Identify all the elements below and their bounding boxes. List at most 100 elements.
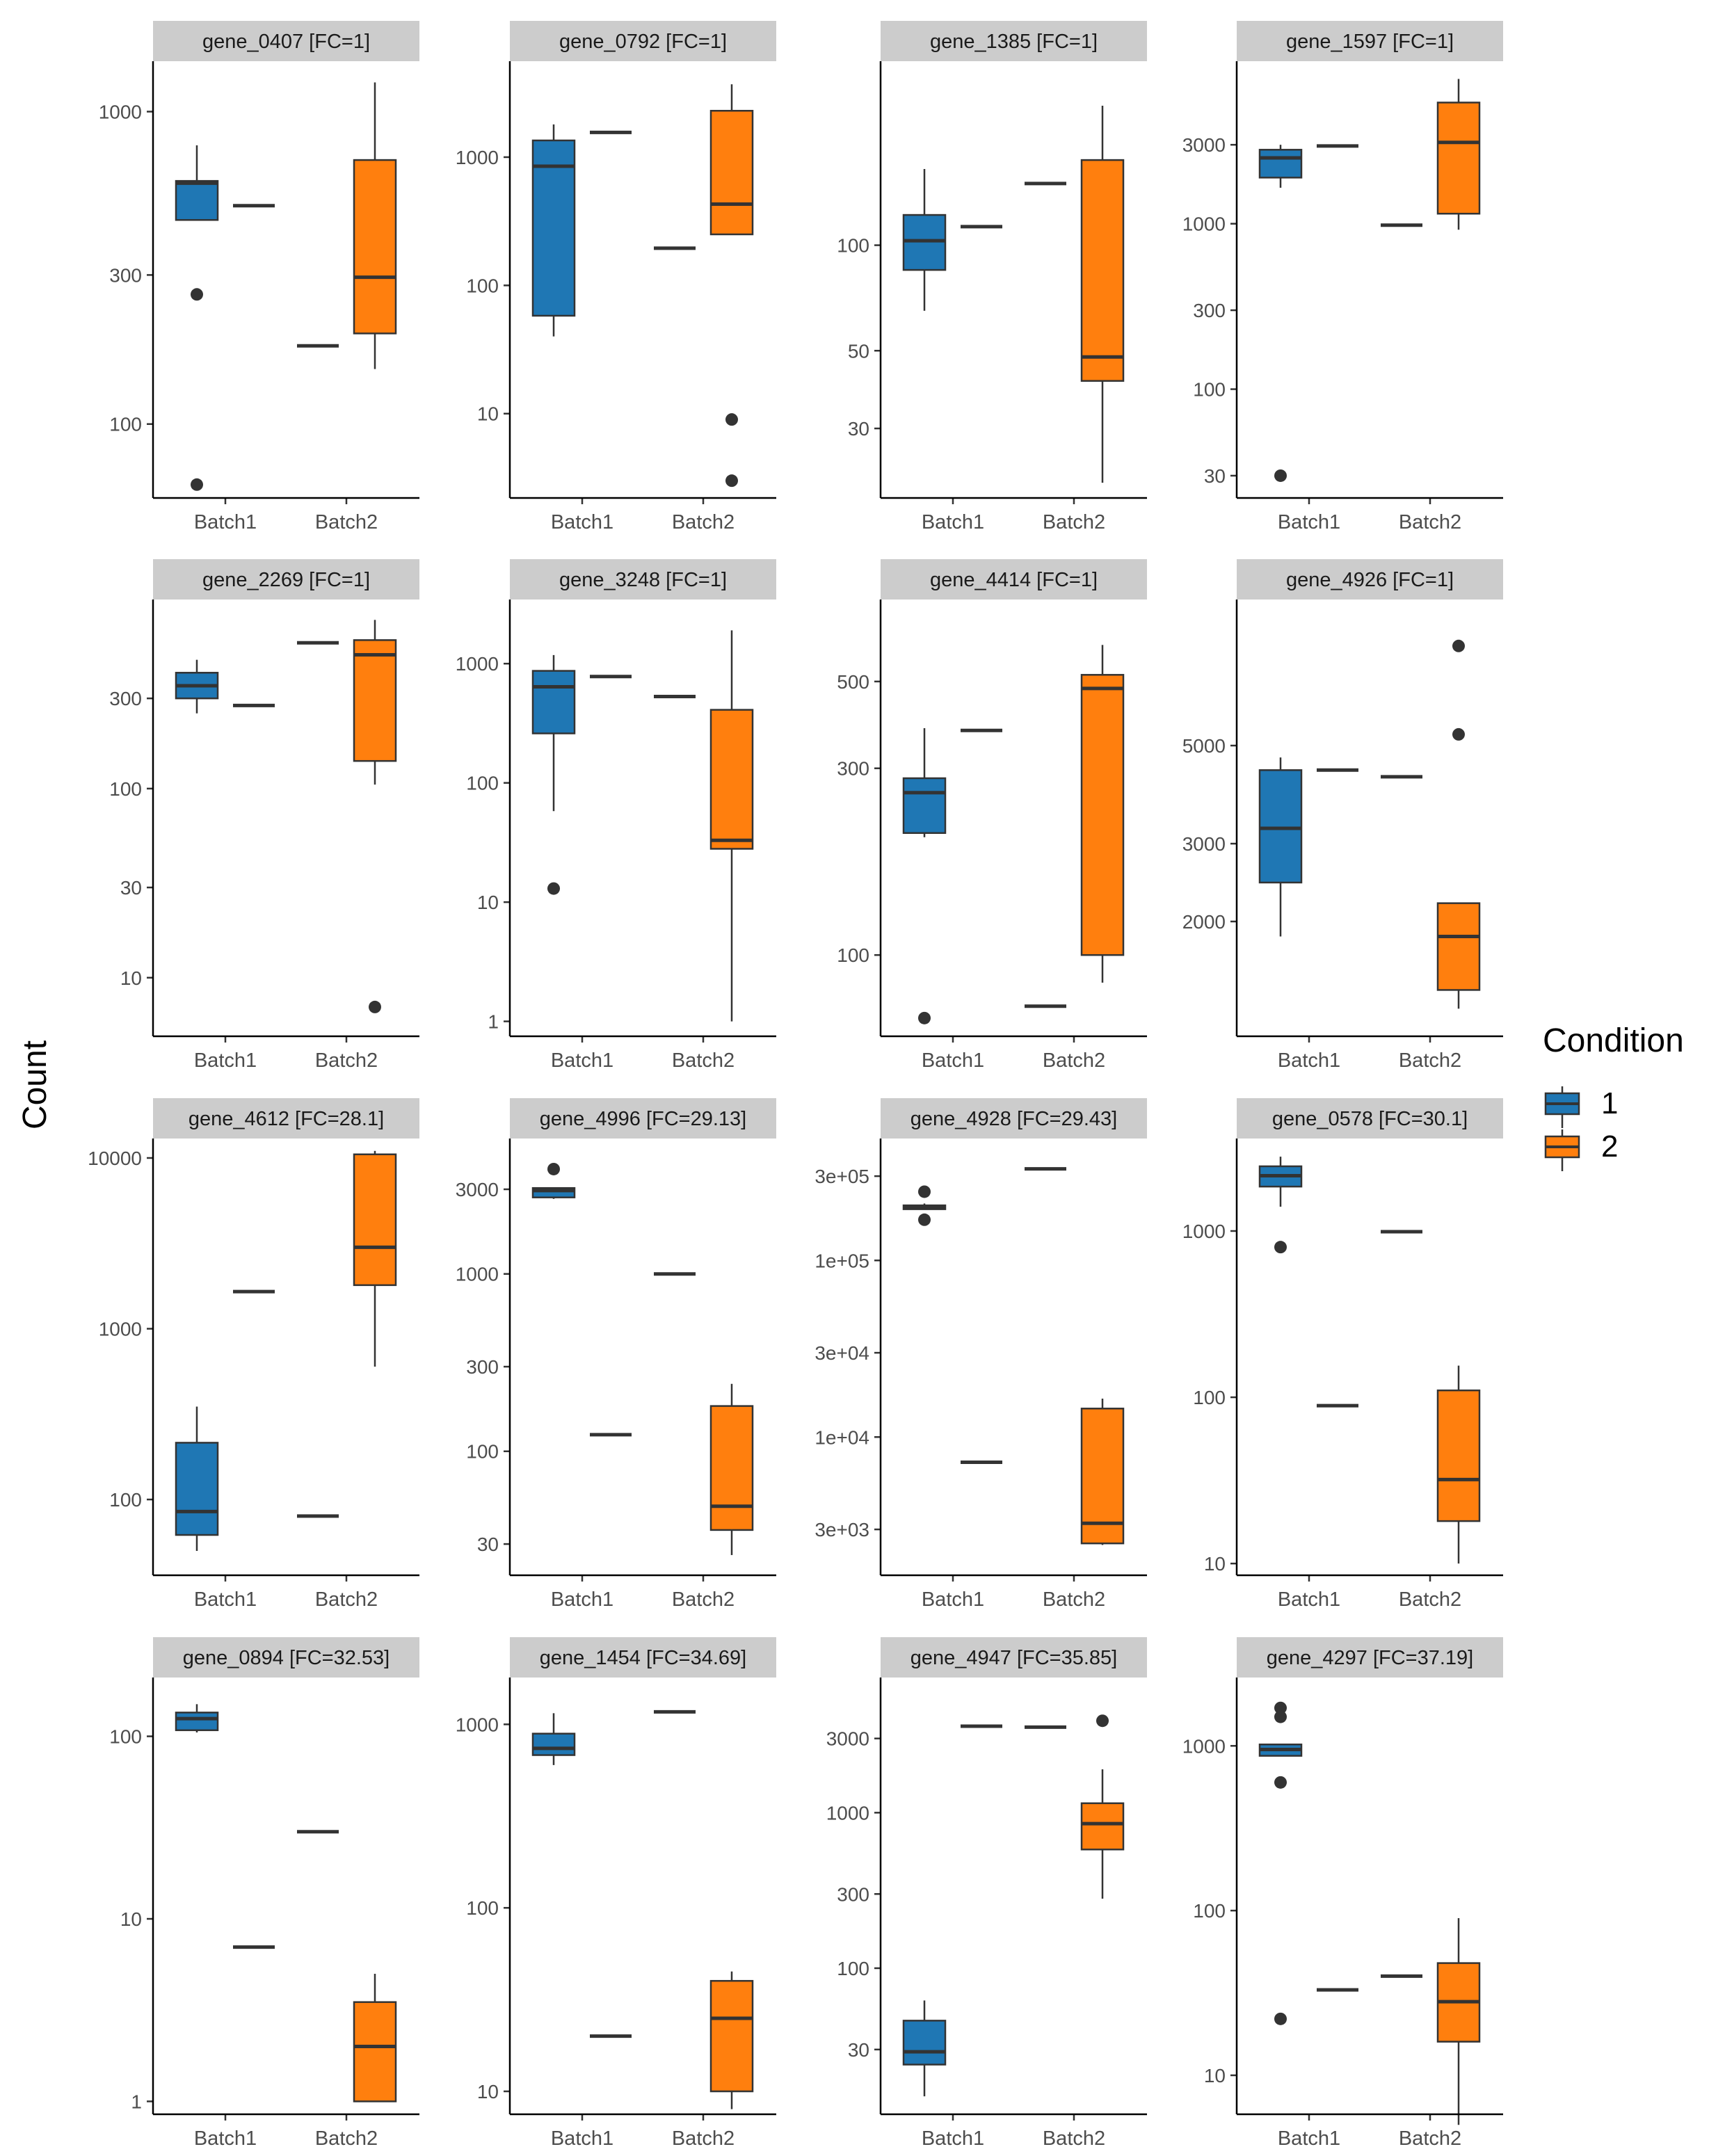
iqr-box	[709, 1979, 754, 2093]
facet-panel: gene_4928 [FC=29.43] 3e+03 1e+04 3e+04 1e+05…	[815, 1098, 1147, 1611]
y-tick-label: 1e+04	[815, 1426, 869, 1448]
iqr-box	[1080, 1802, 1125, 1851]
x-tick-label: Batch2	[315, 1049, 378, 1072]
y-tick-label: 10	[120, 967, 142, 989]
iqr-box	[353, 1153, 397, 1287]
iqr-box	[353, 639, 397, 762]
iqr-box	[175, 1442, 219, 1536]
outlier-point	[1452, 727, 1465, 741]
facet-strip	[153, 1098, 419, 1139]
box-condition-1-batch1	[175, 1406, 219, 1551]
facet-title: gene_4414 [FC=1]	[930, 569, 1098, 591]
iqr-box	[902, 777, 947, 835]
y-tick-label: 300	[109, 688, 142, 709]
iqr-box	[353, 159, 397, 335]
y-tick-label: 30	[848, 418, 869, 440]
outlier-point	[547, 1162, 560, 1175]
box-condition-2-batch2	[1080, 1399, 1125, 1545]
box-condition-2-batch2	[353, 620, 397, 1013]
y-tick-label: 100	[837, 235, 869, 257]
facet-title: gene_1454 [FC=34.69]	[540, 1647, 747, 1669]
y-tick-label: 300	[837, 758, 869, 780]
y-tick-label: 3e+03	[815, 1519, 869, 1540]
iqr-box	[531, 1732, 576, 1756]
box-condition-2-batch2	[353, 1150, 397, 1367]
box-condition-2-batch2	[353, 1974, 397, 2102]
facet-panel: gene_1454 [FC=34.69] 10 100 1000 Batch1 Batch…	[456, 1637, 776, 2150]
box-condition-1-batch1	[531, 124, 576, 337]
facet-title: gene_4996 [FC=29.13]	[540, 1108, 747, 1130]
y-tick-label: 100	[1193, 1387, 1226, 1408]
facet-strip	[510, 1098, 776, 1139]
y-tick-label: 500	[837, 671, 869, 693]
iqr-box	[175, 179, 219, 221]
facet-strip	[153, 1637, 419, 1678]
x-tick-label: Batch2	[1399, 511, 1461, 533]
outlier-point	[1274, 1241, 1287, 1254]
iqr-box	[1080, 674, 1125, 956]
y-tick-label: 100	[109, 1726, 142, 1748]
y-tick-label: 3000	[1182, 134, 1226, 156]
y-tick-label: 1000	[99, 101, 142, 122]
legend: Condition 1 2	[1543, 1022, 1684, 1171]
box-condition-2-batch2	[1080, 1714, 1125, 1899]
x-tick-label: Batch2	[1043, 2127, 1105, 2150]
x-tick-label: Batch1	[1278, 511, 1340, 533]
iqr-box	[1436, 102, 1481, 215]
x-tick-label: Batch1	[1278, 1049, 1340, 1072]
facet-title: gene_4928 [FC=29.43]	[910, 1108, 1118, 1130]
box-condition-1-batch1	[902, 168, 947, 311]
box-condition-2-batch2	[353, 82, 397, 369]
box-condition-1-batch1	[1258, 1701, 1303, 2025]
facet-strip	[1237, 559, 1503, 600]
y-tick-label: 3000	[456, 1179, 499, 1200]
y-tick-label: 100	[109, 778, 142, 800]
y-tick-label: 2000	[1182, 911, 1226, 933]
facet-panel: gene_0894 [FC=32.53] 1 10 100 Batch1 Batch2	[109, 1637, 419, 2150]
outlier-point	[918, 1011, 931, 1024]
y-tick-label: 1000	[99, 1319, 142, 1340]
facet-panel: gene_4297 [FC=37.19] 10 100 1000 Batch1 Batch…	[1182, 1637, 1503, 2150]
y-tick-label: 100	[1193, 1900, 1226, 1922]
facet-strip	[881, 559, 1147, 600]
y-tick-label: 100	[109, 1489, 142, 1511]
box-condition-1-batch1	[531, 1162, 576, 1199]
y-tick-label: 1000	[456, 1264, 499, 1285]
y-tick-label: 1000	[826, 1802, 869, 1824]
x-tick-label: Batch2	[1043, 511, 1105, 533]
y-tick-label: 1000	[1182, 214, 1226, 235]
y-tick-label: 30	[120, 877, 142, 899]
facet-panel: gene_2269 [FC=1] 10 30 100 300 Batch1 Batch2	[109, 559, 419, 1072]
facet-strip	[510, 1637, 776, 1678]
y-tick-label: 100	[837, 944, 869, 966]
box-condition-2-batch2	[1436, 1365, 1481, 1564]
facet-title: gene_0894 [FC=32.53]	[183, 1647, 390, 1669]
outlier-point	[725, 474, 738, 488]
outlier-point	[918, 1185, 931, 1198]
x-tick-label: Batch1	[194, 1049, 257, 1072]
facet-title: gene_2269 [FC=1]	[202, 569, 370, 591]
y-tick-label: 1000	[456, 147, 499, 168]
facet-panel: gene_4414 [FC=1] 100 300 500 Batch1 Batch2	[837, 559, 1147, 1072]
y-tick-label: 50	[848, 340, 869, 362]
box-condition-1-batch1	[1258, 1157, 1303, 1254]
facet-title: gene_0792 [FC=1]	[559, 31, 727, 53]
y-tick-label: 100	[466, 773, 499, 794]
legend-title: Condition	[1543, 1022, 1684, 1059]
y-tick-label: 300	[466, 1356, 499, 1378]
y-tick-label: 1e+05	[815, 1250, 869, 1271]
iqr-box	[1436, 1389, 1481, 1522]
iqr-box	[902, 2020, 947, 2066]
facet-title: gene_1597 [FC=1]	[1286, 31, 1454, 53]
iqr-box	[1080, 1408, 1125, 1545]
outlier-point	[1452, 639, 1465, 652]
iqr-box	[1080, 159, 1125, 382]
y-tick-label: 1000	[456, 653, 499, 675]
x-tick-label: Batch2	[672, 1588, 735, 1611]
facet-panel: gene_0578 [FC=30.1] 10 100 1000 Batch1 Batch2	[1182, 1098, 1503, 1611]
outlier-point	[191, 288, 203, 301]
facet-strip	[881, 1098, 1147, 1139]
box-condition-2-batch2	[1436, 79, 1481, 230]
outlier-point	[1274, 469, 1287, 482]
